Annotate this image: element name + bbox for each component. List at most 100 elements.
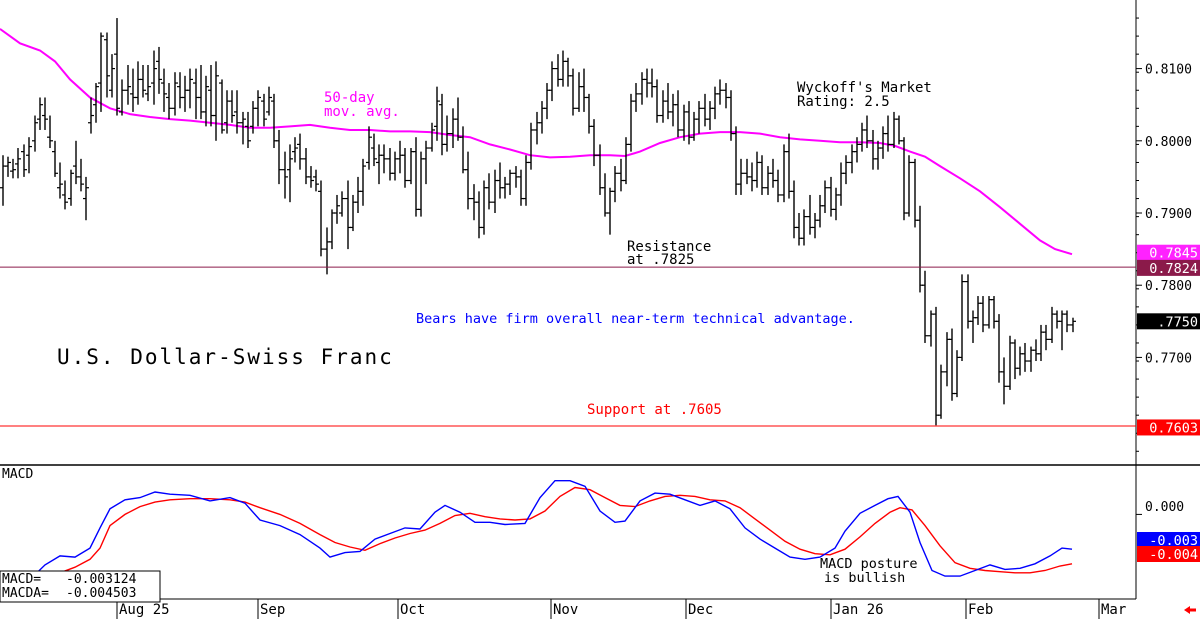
scroll-arrow-icon[interactable] xyxy=(1184,606,1196,614)
price-bar xyxy=(98,32,104,112)
price-badge-bg xyxy=(1137,244,1200,261)
price-bar xyxy=(282,151,288,199)
price-bar xyxy=(665,83,671,120)
chart-title: U.S. Dollar-Swiss Franc xyxy=(57,345,394,369)
price-bar xyxy=(387,148,393,181)
rating-value: Rating: 2.5 xyxy=(797,94,890,110)
price-bar xyxy=(339,191,345,217)
date-label: Mar xyxy=(1101,602,1126,618)
resistance-label-line2: at .7825 xyxy=(627,252,694,268)
price-bar xyxy=(240,111,246,145)
price-bar xyxy=(130,68,136,112)
macd-legend-box xyxy=(0,570,161,603)
macd-panel-label: MACD xyxy=(2,467,33,482)
price-bar xyxy=(93,83,99,123)
chart-frame xyxy=(0,0,1200,600)
price-bar xyxy=(649,68,655,98)
price-bar xyxy=(612,166,618,203)
price-bar xyxy=(397,140,403,174)
price-bar xyxy=(707,101,713,130)
price-bar xyxy=(26,137,32,174)
price-bar xyxy=(376,144,382,185)
price-bar xyxy=(408,148,414,185)
price-bar xyxy=(854,137,860,163)
ma-label-line2: mov. avg. xyxy=(324,104,400,120)
price-bar xyxy=(549,61,555,102)
price-bar xyxy=(654,79,660,123)
price-bar xyxy=(255,90,261,127)
macd-legend-name: MACD= xyxy=(2,572,41,587)
price-bar xyxy=(450,108,456,149)
price-bar xyxy=(465,151,471,210)
price-bar xyxy=(78,158,84,192)
price-bar xyxy=(156,46,162,94)
price-badge: .7750 xyxy=(1157,314,1198,330)
price-bar xyxy=(119,79,125,116)
price-bar xyxy=(21,144,27,177)
price-bar xyxy=(928,310,934,347)
price-bar xyxy=(1059,310,1065,351)
price-bar xyxy=(88,97,94,134)
price-tick-label: 0.8000 xyxy=(1145,135,1192,150)
price-bar xyxy=(208,64,214,127)
price-bar xyxy=(738,158,744,195)
price-bar xyxy=(1038,324,1044,362)
price-bar xyxy=(991,296,997,329)
price-bar xyxy=(455,97,461,141)
price-bar xyxy=(219,79,225,134)
price-bar xyxy=(1064,310,1070,333)
price-bar xyxy=(318,180,324,257)
macd-badge-bg xyxy=(1137,546,1200,562)
price-bar xyxy=(0,155,6,206)
price-bar xyxy=(114,18,120,116)
price-bar xyxy=(187,68,193,109)
price-bar xyxy=(959,274,965,362)
price-bar xyxy=(786,133,792,199)
price-bar xyxy=(402,148,408,188)
price-bar xyxy=(497,162,503,199)
price-bar xyxy=(859,122,865,152)
price-bar xyxy=(581,68,587,112)
price-bar xyxy=(334,194,340,224)
price-bar xyxy=(675,90,681,138)
price-bar xyxy=(885,115,891,152)
price-bar xyxy=(833,187,839,221)
price-bar xyxy=(922,270,928,343)
price-bar xyxy=(297,133,303,170)
annotations-layer: U.S. Dollar-Swiss Franc Wyckoff's Market… xyxy=(2,80,1184,586)
price-bar xyxy=(125,64,131,105)
price-tick-label: 0.8100 xyxy=(1145,63,1192,78)
price-bar xyxy=(528,122,534,170)
price-bar xyxy=(875,140,881,170)
price-bar xyxy=(1054,310,1060,329)
price-bar xyxy=(949,328,955,401)
price-bar xyxy=(42,97,48,130)
price-badge-bg xyxy=(1137,259,1200,276)
price-bar xyxy=(633,83,639,112)
price-bar xyxy=(276,129,282,185)
price-bar xyxy=(135,61,141,105)
price-bar xyxy=(229,90,235,123)
price-bar xyxy=(1001,357,1007,405)
price-bar xyxy=(1022,342,1028,372)
price-bar xyxy=(906,155,912,217)
price-bar xyxy=(712,86,718,120)
price-bar xyxy=(481,180,487,235)
price-bar xyxy=(607,187,613,235)
date-label: Jan 26 xyxy=(833,602,884,618)
macda-legend-value: -0.004503 xyxy=(66,586,136,601)
price-bar xyxy=(838,162,844,206)
price-bar xyxy=(266,86,272,116)
price-bar xyxy=(970,310,976,343)
price-bar xyxy=(933,306,939,426)
price-bar xyxy=(1043,324,1049,351)
price-bar xyxy=(670,93,676,127)
price-bar xyxy=(5,156,11,177)
date-label: Feb xyxy=(968,602,993,618)
price-bar xyxy=(37,97,43,130)
price-bar xyxy=(518,169,524,206)
price-bar xyxy=(381,144,387,174)
price-bar xyxy=(213,61,219,141)
macd-panel: -0.003-0.004 xyxy=(29,480,1200,585)
